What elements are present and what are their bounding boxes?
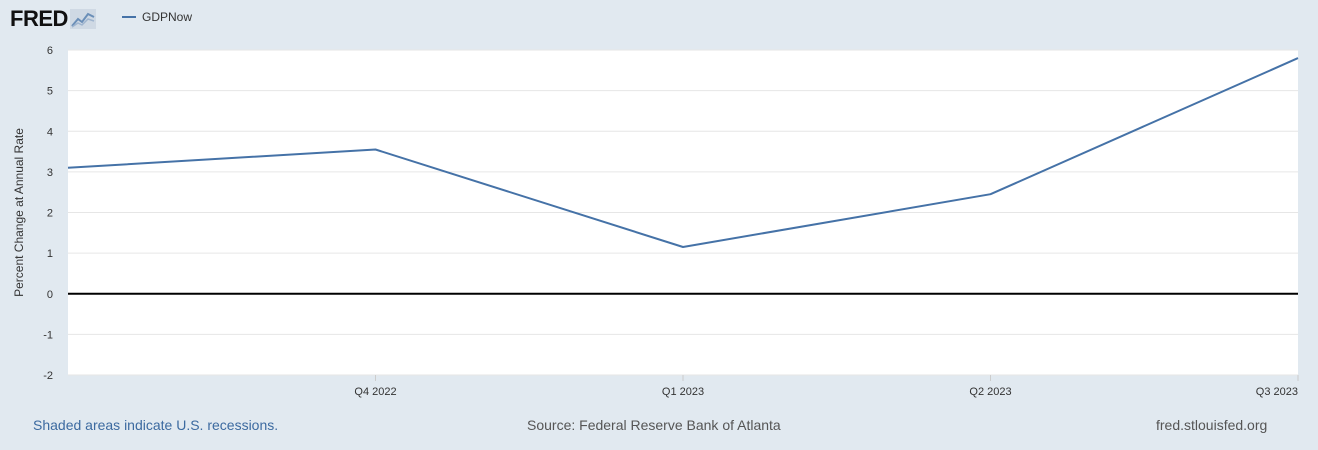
line-chart-icon (69, 9, 96, 29)
chart-canvas: 6 5 4 3 2 1 0 -1 -2 Q4 2022 Q1 2023 Q2 2023 Q3 2023… (12, 45, 1299, 398)
series-group (67, 57, 1299, 248)
y-tick-label: 6 (47, 45, 53, 57)
recession-note-link[interactable]: Shaded areas indicate U.S. recessions. (33, 417, 279, 433)
y-tick-label: -1 (43, 329, 53, 341)
y-tick-label: -2 (43, 370, 53, 382)
y-axis-ticks: 6 5 4 3 2 1 0 -1 -2 (43, 45, 53, 382)
x-tick-label: Q3 2023 (1256, 386, 1298, 398)
y-tick-label: 3 (47, 167, 53, 179)
y-tick-label: 5 (47, 86, 53, 98)
y-axis-title: Percent Change at Annual Rate (12, 128, 26, 297)
grid-lines (68, 49, 1298, 376)
source-text: Source: Federal Reserve Bank of Atlanta (527, 417, 781, 433)
fred-logo[interactable]: FRED (10, 7, 96, 31)
x-tick-label: Q4 2022 (354, 386, 396, 398)
y-tick-label: 4 (47, 126, 53, 138)
chart-header: FRED GDPNow (0, 0, 1318, 40)
chart-footer: Shaded areas indicate U.S. recessions. S… (0, 415, 1318, 435)
x-tick-label: Q1 2023 (662, 386, 704, 398)
legend[interactable]: GDPNow (122, 10, 192, 24)
y-tick-label: 2 (47, 208, 53, 220)
x-axis-ticks: Q4 2022 Q1 2023 Q2 2023 Q3 2023 (354, 375, 1299, 398)
y-tick-label: 1 (47, 248, 53, 260)
y-tick-label: 0 (47, 289, 53, 301)
series-line-gdpnow[interactable] (67, 57, 1299, 248)
fred-logo-text: FRED (10, 6, 68, 31)
site-url[interactable]: fred.stlouisfed.org (1156, 417, 1268, 433)
x-tick-label: Q2 2023 (969, 386, 1011, 398)
legend-label: GDPNow (142, 10, 193, 24)
legend-swatch (122, 16, 136, 18)
